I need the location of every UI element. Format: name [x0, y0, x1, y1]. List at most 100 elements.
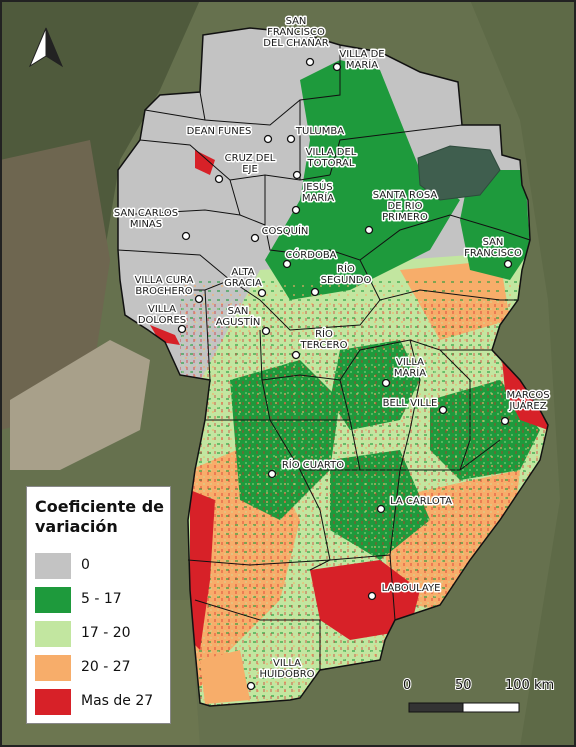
place-marker [177, 324, 187, 334]
legend-label-over-27: Mas de 27 [81, 693, 154, 709]
legend-item-5-17: 5 - 17 [35, 587, 165, 613]
place-marker [438, 405, 448, 415]
place-label: MARÍA [346, 58, 378, 71]
place-marker [376, 504, 386, 514]
place-marker [310, 287, 320, 297]
legend-label-5-17: 5 - 17 [81, 591, 122, 607]
legend-label-20-27: 20 - 27 [81, 659, 131, 675]
place-marker [282, 259, 292, 269]
class-over-27-cruzdeleje [195, 150, 215, 175]
place-label: TOTORAL [307, 158, 355, 169]
place-label: CÓRDOBA [285, 248, 336, 261]
scale-label-50: 50 [455, 678, 472, 693]
place-label: DOLORES [138, 315, 186, 326]
place-label: VILLA [148, 304, 176, 315]
legend-title: Coeficiente de variación [35, 497, 165, 537]
lake-mar-chiquita [417, 145, 501, 201]
place-marker [267, 469, 277, 479]
terrain-salt-flat [10, 340, 150, 470]
place-label: FRANCISCO [464, 248, 522, 259]
place-label: SAN [286, 16, 307, 27]
place-marker [291, 205, 301, 215]
legend-title-line2: variación [35, 517, 118, 536]
scale-bar-segment-light [462, 702, 520, 713]
scale-bar-segment-dark [408, 702, 464, 713]
province-outline [117, 27, 549, 707]
place-label: PRIMERO [382, 212, 428, 223]
place-label: DEL CHAÑAR [263, 36, 328, 49]
place-label: DE RIO [388, 201, 423, 212]
place-marker [214, 174, 224, 184]
place-label: BELL VILLE [383, 398, 438, 409]
place-label: EJE [242, 164, 258, 175]
class-over-27-dolores [150, 325, 180, 345]
place-marker [246, 681, 256, 691]
place-label: MINAS [130, 219, 162, 230]
legend-item-0: 0 [35, 553, 165, 579]
legend-panel: Coeficiente de variación 0 5 - 17 17 - 2… [26, 486, 171, 724]
place-label: JUÁREZ [508, 399, 546, 412]
legend-label-0: 0 [81, 557, 90, 573]
place-label: FRANCISCO [267, 27, 325, 38]
legend-swatch-17-20 [35, 621, 71, 647]
scale-label-100: 100 km [505, 678, 554, 693]
legend-swatch-over-27 [35, 689, 71, 715]
place-marker [503, 259, 513, 269]
legend-swatch-5-17 [35, 587, 71, 613]
legend-swatch-20-27 [35, 655, 71, 681]
class-over-27-southwest [190, 490, 215, 650]
class-5-17-north [265, 60, 460, 300]
place-marker [263, 134, 273, 144]
place-marker [381, 378, 391, 388]
place-label: MARÍA [394, 366, 426, 379]
place-label: DEAN FUNES [187, 126, 252, 137]
place-label: LABOULAYE [382, 583, 441, 594]
legend-item-20-27: 20 - 27 [35, 655, 165, 681]
place-label: SAN CARLOS [114, 208, 178, 219]
place-marker [305, 57, 315, 67]
place-label: MARCOS [506, 390, 549, 401]
place-label: BROCHERO [135, 286, 192, 297]
place-marker [364, 225, 374, 235]
place-label: VILLA CURA [135, 275, 194, 286]
place-marker [194, 294, 204, 304]
place-marker [257, 288, 267, 298]
place-label: LA CARLOTA [390, 496, 452, 507]
place-label: RÍO [315, 327, 333, 340]
scale-bar: 0 50 100 km [402, 677, 555, 713]
place-label: CRUZ DEL [225, 153, 276, 164]
place-marker [291, 350, 301, 360]
class-5-17-sanfrancisco [460, 170, 530, 280]
class-over-27-laboulaye [310, 560, 420, 640]
place-label: COSQUÍN [262, 224, 309, 237]
place-label: TERCERO [300, 340, 348, 351]
class-over-27-villahuidobro [200, 650, 250, 704]
place-label: AGUSTÍN [216, 315, 261, 328]
place-label: ALTA [231, 267, 254, 278]
place-label: SANTA ROSA [373, 190, 438, 201]
place-label: JESÚS [302, 180, 332, 193]
place-marker [332, 62, 342, 72]
place-label: RÍO [337, 262, 355, 275]
place-marker [250, 233, 260, 243]
place-label: MARÍA [302, 191, 334, 204]
place-label: VILLA [273, 658, 301, 669]
legend-item-17-20: 17 - 20 [35, 621, 165, 647]
scale-label-0: 0 [403, 678, 411, 693]
place-marker [181, 231, 191, 241]
legend-item-over-27: Mas de 27 [35, 689, 165, 715]
place-marker [286, 134, 296, 144]
place-marker [292, 170, 302, 180]
place-label: SAN [228, 306, 249, 317]
place-label: GRACIA [224, 278, 262, 289]
place-marker [367, 591, 377, 601]
department-boundaries [117, 45, 531, 670]
place-label: VILLA DEL [306, 147, 357, 158]
place-label: SAN [483, 237, 504, 248]
place-label: VILLA DE [339, 49, 384, 60]
place-label: SEGUNDO [321, 275, 372, 286]
legend-label-17-20: 17 - 20 [81, 625, 131, 641]
place-marker [261, 326, 271, 336]
